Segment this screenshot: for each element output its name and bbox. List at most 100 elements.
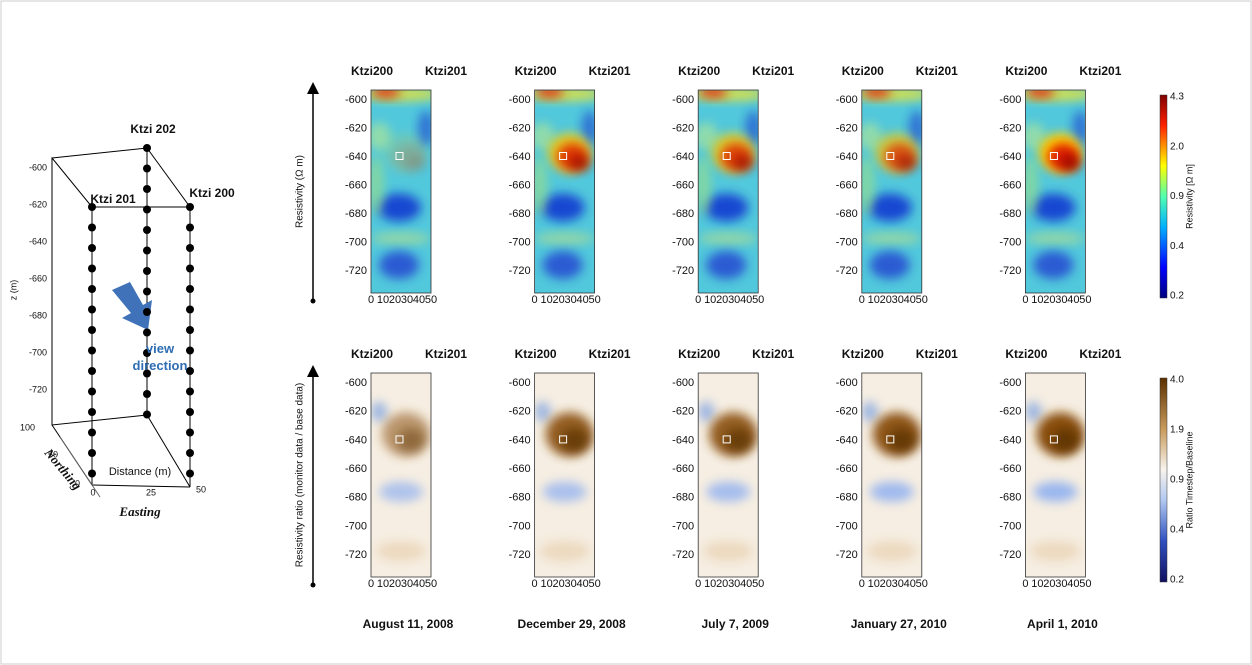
y-tick-label: -620 [836, 406, 858, 418]
well-sensor [186, 264, 194, 273]
well-sensor [88, 449, 96, 457]
well-label: Ktzi200 [1005, 347, 1047, 361]
heatmap-patch [1072, 110, 1086, 147]
northing-tick-label: 0 [75, 478, 80, 488]
x-tick-label: 50 [752, 294, 764, 306]
y-tick-label: -720 [672, 265, 694, 277]
date-label: December 29, 2008 [518, 617, 626, 631]
x-tick-label: 0 [368, 294, 374, 306]
x-tick-label: 40 [904, 294, 916, 306]
x-tick-label: 50 [752, 578, 764, 590]
y-tick-label: -600 [672, 94, 694, 106]
colorbar-tick-label: 0.9 [1170, 475, 1184, 486]
x-tick-label: 20 [716, 294, 728, 306]
y-tick-label: -680 [509, 492, 531, 504]
y-tick-label: -680 [836, 208, 858, 220]
view-label: view direction [132, 341, 188, 373]
x-tick-label: 0 [695, 578, 701, 590]
y-tick-label: -600 [836, 377, 858, 389]
well-sensor [143, 185, 151, 193]
x-tick-label: 0 [1022, 578, 1028, 590]
y-tick-label: -700 [509, 520, 531, 532]
y-tick-label: -700 [836, 236, 858, 248]
heatmap-patch [534, 155, 548, 216]
x-tick-label: 30 [1055, 294, 1067, 306]
heatmap-patch [1051, 428, 1080, 453]
well-marker [1049, 152, 1058, 160]
y-tick-label: -720 [836, 265, 858, 277]
x-tick-label: 30 [401, 294, 413, 306]
x-tick-label: 20 [552, 578, 564, 590]
colorbar-tick-label: 0.4 [1170, 525, 1184, 536]
well-label: Ktzi200 [842, 347, 884, 361]
x-tick-label: 50 [1079, 578, 1091, 590]
heatmap-patch [376, 541, 426, 562]
well-marker [395, 435, 404, 444]
heatmap-patch [569, 155, 590, 171]
y-tick-label: -640 [836, 151, 858, 163]
y-tick-label: -620 [836, 122, 858, 134]
well-sensor [186, 203, 194, 211]
well-marker [886, 152, 895, 160]
y-tick-label: -600 [509, 94, 531, 106]
x-tick-label: 20 [389, 578, 401, 590]
heatmap [534, 90, 595, 293]
x-tick-label: 40 [576, 578, 588, 590]
heatmap-patch [1026, 90, 1055, 98]
colorbar-tick-label: 0.9 [1170, 191, 1184, 202]
heatmap-patch [1030, 541, 1081, 562]
well-label: Ktzi200 [351, 347, 393, 361]
heatmap-patch [406, 155, 426, 171]
y-tick-label: -620 [999, 122, 1021, 134]
date-label: April 1, 2010 [1027, 617, 1098, 631]
northing-tick-label: 50 [48, 449, 58, 459]
y-tick-label: -680 [345, 492, 367, 504]
heatmap [698, 373, 759, 577]
well-sensor [143, 328, 151, 337]
panel-frame [861, 372, 923, 578]
x-tick-label: 10 [704, 294, 716, 306]
well-sensor [186, 326, 194, 334]
heatmap [861, 90, 922, 293]
x-tick-label: 40 [576, 294, 588, 306]
well-label: Ktzi201 [589, 347, 631, 361]
x-tick-label: 0 [859, 294, 865, 306]
y-tick-label: -640 [672, 434, 694, 446]
heatmap-patch [534, 401, 551, 422]
well-sensor [186, 387, 194, 396]
well-sensor [186, 367, 194, 375]
panel-frame [370, 372, 432, 578]
heatmap-patch [733, 155, 754, 171]
y-tick-label: -680 [672, 492, 694, 504]
x-tick-label: 30 [564, 578, 576, 590]
well-label: Ktzi200 [1005, 64, 1047, 78]
y-tick-label: -640 [345, 151, 367, 163]
heatmap-patch [896, 155, 917, 171]
panel-frame [534, 89, 595, 294]
x-tick-label: 20 [552, 294, 564, 306]
date-label: August 11, 2008 [363, 617, 454, 631]
heatmap-patch [372, 90, 400, 98]
heatmap-patch [887, 428, 916, 453]
heatmap-patch [869, 481, 914, 502]
y-tick-label: -640 [999, 151, 1021, 163]
well-sensor [143, 205, 151, 214]
well-sensor [186, 408, 194, 416]
x-tick-label: 10 [377, 294, 389, 306]
heatmap-patch [379, 251, 419, 279]
well-sensor [88, 428, 96, 437]
heatmap-patch [581, 110, 595, 147]
colorbar-tick-label: 4.0 [1170, 375, 1184, 386]
x-tick-label: 40 [1067, 578, 1079, 590]
x-tick-label: 50 [1079, 294, 1091, 306]
well-sensor [88, 305, 96, 314]
row-arrow-base [310, 298, 316, 304]
y-tick-label: -700 [345, 236, 367, 248]
heatmap-patch [862, 90, 891, 98]
heatmap-patch [1025, 155, 1039, 216]
heatmap-patch [1025, 122, 1046, 151]
x-tick-label: 40 [413, 294, 425, 306]
colorbar [1159, 377, 1168, 583]
heatmap-patch [371, 122, 391, 151]
y-tick-label: -640 [345, 434, 367, 446]
